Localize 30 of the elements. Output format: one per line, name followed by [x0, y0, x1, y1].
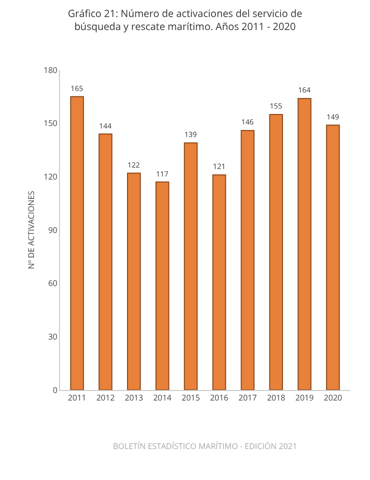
x-tick-label: 2013: [124, 392, 144, 404]
bar: [127, 172, 141, 390]
y-tick-label: 180: [44, 64, 58, 76]
x-tick-label: 2011: [68, 392, 86, 404]
text: BOLETÍN ESTADÍSTICO MARÍTIMO - EDICIÓN 2021: [113, 441, 298, 452]
bar: [269, 114, 283, 390]
x-tick-label: 2012: [96, 392, 116, 404]
y-tick-label: 60: [48, 278, 58, 290]
x-tick-label: 2014: [153, 392, 172, 404]
bar: [98, 134, 112, 390]
bar: [70, 96, 84, 390]
y-tick-label: 120: [44, 171, 58, 182]
y-tick-label: 30: [48, 331, 58, 342]
bar: [298, 98, 312, 390]
x-tick-label: 2016: [210, 392, 229, 404]
x-tick-label: 2018: [266, 392, 286, 404]
bar: [155, 182, 170, 390]
x-tick-label: 2017: [238, 392, 258, 404]
chart-title: Gráfico 21: Número de activaciones del servicio de búsqueda y rescate marítimo. Años 2011 - 2020: [68, 6, 303, 33]
x-tick-label: 2019: [295, 392, 314, 404]
y-tick-label: 150: [44, 118, 58, 130]
bar: [326, 124, 340, 390]
y-axis-title: Nº DE ACTIVACIONES: [26, 190, 37, 270]
y-tick-label: 90: [48, 224, 58, 236]
bar: [240, 130, 255, 390]
y-tick-label: 0: [52, 384, 58, 396]
bar: [212, 174, 226, 390]
x-tick-label: 2015: [182, 392, 200, 404]
x-tick-label: 2020: [324, 392, 343, 404]
bar: [184, 142, 198, 390]
